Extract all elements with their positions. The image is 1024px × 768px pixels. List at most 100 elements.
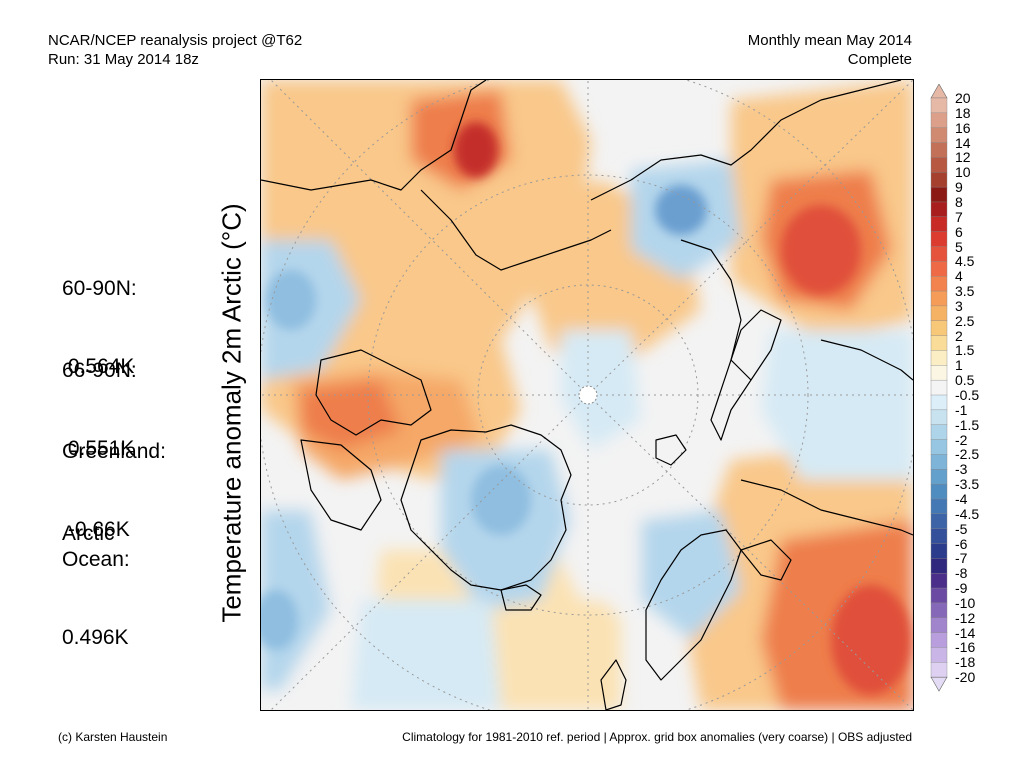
coast-europe — [740, 479, 913, 536]
scale-tick-label: -18 — [955, 654, 976, 671]
scale-swatch — [930, 513, 948, 530]
stat-label: Arctic Ocean: — [62, 522, 130, 571]
scale-tick-label: -16 — [955, 639, 976, 656]
scale-tick-label: 5 — [955, 238, 963, 255]
scale-swatch — [930, 231, 948, 247]
coast-scandinavia — [645, 529, 742, 681]
scale-tick-label: -3 — [955, 461, 968, 478]
scale-tick-label: 1.5 — [955, 342, 975, 359]
scale-tick-label: 9 — [955, 179, 963, 196]
scale-tick-label: 0.5 — [955, 372, 975, 389]
scale-tick-label: -4.5 — [955, 505, 980, 522]
vertical-axis-title: Temperature anomaly 2m Arctic (°C) — [216, 203, 247, 623]
scale-swatch — [930, 305, 948, 322]
coast-alaska — [420, 189, 612, 271]
coast-baffin — [300, 439, 382, 531]
scale-arrow-bottom-icon — [930, 676, 948, 692]
header-left: NCAR/NCEP reanalysis project @T62 Run: 3… — [48, 31, 302, 69]
graticule — [261, 80, 913, 710]
scale-tick-label: 6 — [955, 223, 963, 240]
completeness-status: Complete — [847, 51, 912, 68]
scale-swatch — [930, 469, 948, 485]
model-title: NCAR/NCEP reanalysis project @T62 — [48, 32, 303, 49]
coast-north-america — [261, 80, 487, 191]
stat-value: 0.496K — [62, 626, 129, 649]
scale-tick-label: -5 — [955, 520, 968, 537]
scale-tick-label: 14 — [955, 134, 971, 151]
stat-60-90n: 60-90N: 0.564K — [62, 224, 137, 406]
cold-core-nw-peak — [266, 270, 316, 330]
scale-tick-label: 20 — [955, 90, 971, 106]
scale-swatch — [930, 379, 948, 396]
stat-arctic-ocean: Arctic Ocean: 0.496K — [62, 469, 130, 677]
color-scale — [930, 84, 948, 692]
scale-swatch — [930, 573, 948, 589]
pole-hole-icon — [578, 385, 598, 405]
scale-swatch — [930, 632, 948, 648]
scale-tick-label: -14 — [955, 624, 976, 641]
cold-field-ne-atlantic — [761, 330, 913, 480]
warm-core-siberia-peak — [781, 205, 861, 295]
scale-tick-label: -3.5 — [955, 476, 980, 493]
coast-uk — [600, 659, 627, 710]
scale-tick-label: -2 — [955, 431, 968, 448]
warm-core-europe-peak — [831, 585, 911, 695]
stat-66-90n: 66-90N: 0.551K — [62, 306, 137, 488]
stat-greenland: Greenland: -0.66K — [62, 387, 166, 569]
cold-core-kara-peak — [655, 185, 707, 235]
scale-arrow-top-icon — [930, 84, 948, 99]
scale-swatch — [930, 335, 948, 351]
scale-tick-label: 18 — [955, 104, 971, 121]
scale-swatch — [930, 127, 948, 144]
cold-core-sw-peak — [261, 590, 298, 650]
scale-tick-label: 1 — [955, 357, 963, 374]
scale-tick-label: 10 — [955, 164, 971, 181]
scale-swatch — [930, 662, 948, 678]
coast-russia-interior — [820, 339, 913, 381]
scale-swatch — [930, 290, 948, 307]
cold-field-pole — [561, 330, 641, 450]
anomaly-cores — [261, 122, 911, 695]
coast-iceland — [500, 584, 542, 611]
scale-tick-label: 12 — [955, 149, 971, 166]
scale-swatch — [930, 558, 948, 574]
stat-value: -0.66K — [62, 518, 130, 541]
scale-swatch — [930, 201, 948, 218]
scale-swatch — [930, 454, 948, 470]
scale-tick-label: -20 — [955, 669, 976, 686]
scale-tick-label: -9 — [955, 580, 968, 597]
methodology-note: Climatology for 1981-2010 ref. period | … — [402, 730, 912, 744]
scale-swatch — [930, 157, 948, 173]
scale-tick-label: -7 — [955, 550, 968, 567]
cold-field-scandinavia — [641, 510, 741, 640]
scale-swatch — [930, 647, 948, 663]
copyright: (c) Karsten Haustein — [58, 730, 168, 744]
scale-tick-label: -1 — [955, 401, 968, 418]
scale-tick-label: 2.5 — [955, 312, 975, 329]
scale-swatch — [930, 350, 948, 366]
scale-tick-label: 7 — [955, 208, 963, 225]
coast-novaya-zemlya — [710, 309, 782, 441]
scale-tick-label: 4 — [955, 268, 963, 285]
scale-swatch — [930, 186, 948, 203]
header-right: Monthly mean May 2014 Complete — [748, 31, 912, 69]
scale-swatch — [930, 172, 948, 188]
scale-swatch — [930, 602, 948, 619]
scale-tick-label: -8 — [955, 565, 968, 582]
warm-core-canada — [301, 380, 401, 450]
scale-swatch — [930, 439, 948, 455]
scale-swatch — [930, 483, 948, 500]
scale-swatch — [930, 528, 948, 544]
scale-tick-label: 3.5 — [955, 283, 975, 300]
scale-swatch — [930, 142, 948, 158]
scale-swatch — [930, 246, 948, 262]
latitude-circle-70n — [367, 174, 809, 616]
warm-core-alaska-peak — [454, 122, 498, 178]
scale-swatch — [930, 498, 948, 515]
anomaly-map — [260, 79, 914, 711]
coastlines — [261, 80, 913, 710]
scale-tick-label: -2.5 — [955, 446, 980, 463]
run-time: Run: 31 May 2014 18z — [48, 51, 199, 68]
pole-marker — [578, 385, 598, 405]
scale-tick-label: -1.5 — [955, 416, 980, 433]
